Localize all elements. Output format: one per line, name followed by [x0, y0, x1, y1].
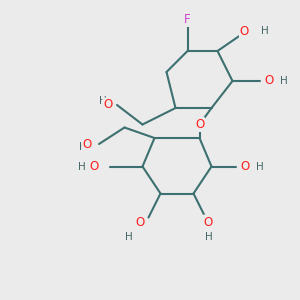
Text: O: O [135, 215, 144, 229]
Text: O: O [240, 25, 249, 38]
Text: H: H [280, 76, 287, 86]
Text: H: H [125, 232, 133, 242]
Text: O: O [103, 98, 112, 112]
Text: H: H [78, 161, 86, 172]
Text: H: H [261, 26, 269, 37]
Text: O: O [195, 118, 204, 131]
Text: H: H [205, 232, 212, 242]
Text: O: O [264, 74, 273, 88]
Text: O: O [240, 160, 249, 173]
Text: H: H [256, 161, 263, 172]
Text: H: H [99, 95, 106, 106]
Text: F: F [184, 13, 191, 26]
Text: O: O [82, 137, 92, 151]
Text: O: O [204, 215, 213, 229]
Text: H: H [79, 142, 87, 152]
Text: O: O [90, 160, 99, 173]
